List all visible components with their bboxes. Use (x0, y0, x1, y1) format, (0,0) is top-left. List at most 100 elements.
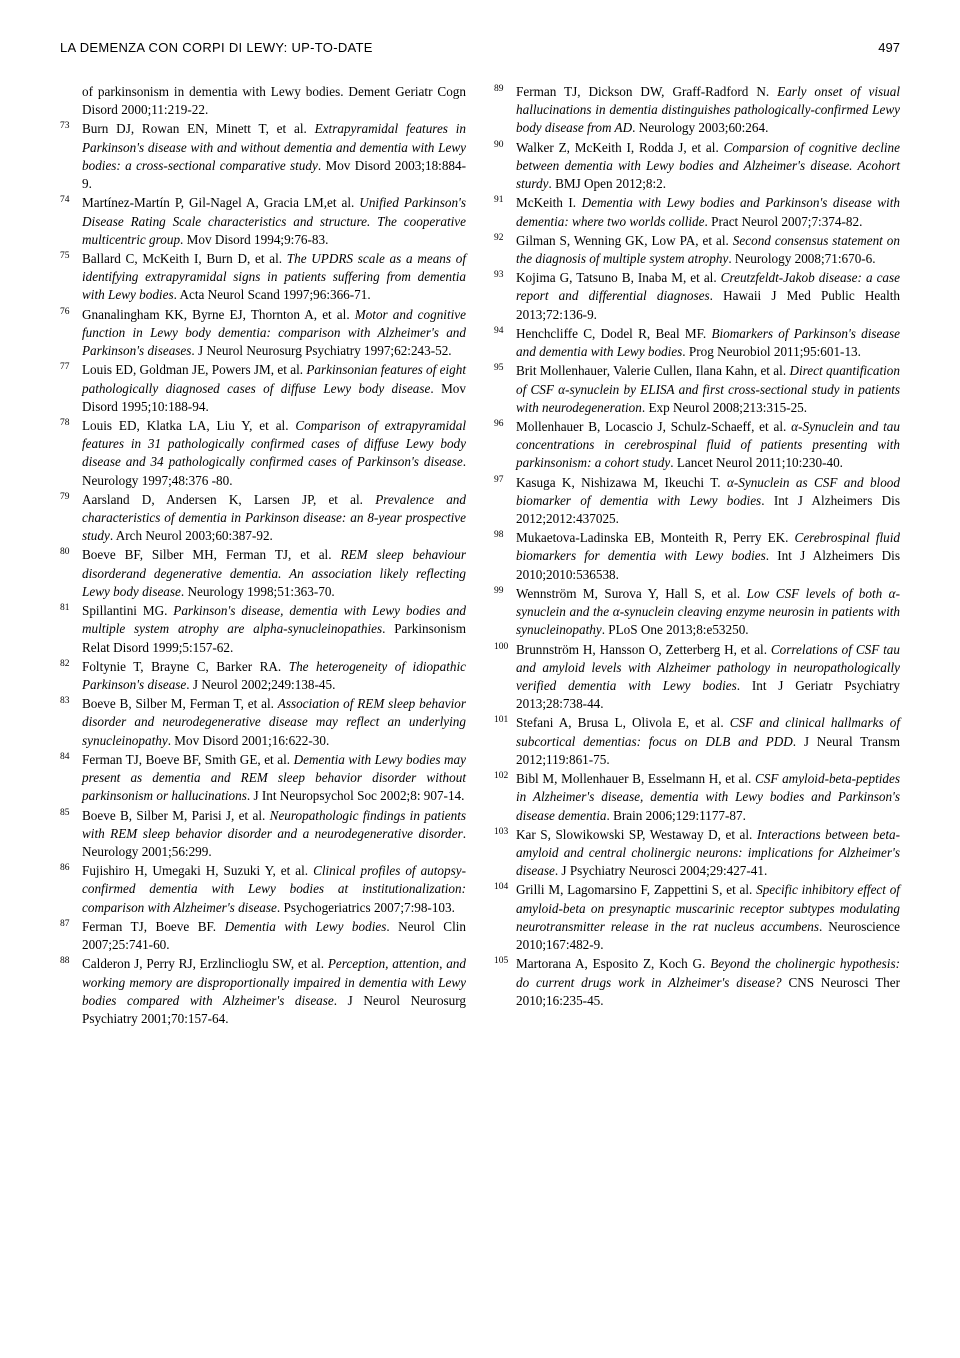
reference-number: 81 (60, 602, 70, 615)
reference-item: 77 Louis ED, Goldman JE, Powers JM, et al… (60, 361, 466, 416)
reference-item: 100 Brunnström H, Hansson O, Zetterberg H… (494, 641, 900, 714)
reference-text: Kasuga K, Nishizawa M, Ikeuchi T. α-Synu… (516, 475, 900, 526)
reference-item: 84 Ferman TJ, Boeve BF, Smith GE, et al. … (60, 751, 466, 806)
reference-text: Gilman S, Wenning GK, Low PA, et al. Sec… (516, 233, 900, 266)
reference-text: Ferman TJ, Boeve BF, Smith GE, et al. De… (82, 752, 466, 803)
reference-source: . Arch Neurol 2003;60:387-92. (110, 528, 273, 543)
reference-number: 93 (494, 269, 504, 282)
reference-text: Mollenhauer B, Locascio J, Schulz-Schaef… (516, 419, 900, 470)
reference-authors: Spillantini MG. (82, 603, 173, 618)
reference-text: Mukaetova-Ladinska EB, Monteith R, Perry… (516, 530, 900, 581)
reference-authors: Ferman TJ, Dickson DW, Graff-Radford N. (516, 84, 777, 99)
reference-text: Walker Z, McKeith I, Rodda J, et al. Com… (516, 140, 900, 191)
reference-number: 76 (60, 306, 70, 319)
reference-text: Louis ED, Goldman JE, Powers JM, et al. … (82, 362, 466, 413)
reference-number: 85 (60, 807, 70, 820)
reference-item: 75 Ballard C, McKeith I, Burn D, et al. T… (60, 250, 466, 305)
reference-authors: Boeve BF, Silber MH, Ferman TJ, et al. (82, 547, 340, 562)
reference-number: 79 (60, 491, 70, 504)
reference-authors: Brunnström H, Hansson O, Zetterberg H, e… (516, 642, 771, 657)
reference-text: Foltynie T, Brayne C, Barker RA. The het… (82, 659, 466, 692)
reference-item: 104 Grilli M, Lagomarsino F, Zappettini S… (494, 881, 900, 954)
reference-number: 78 (60, 417, 70, 430)
reference-item: 96 Mollenhauer B, Locascio J, Schulz-Scha… (494, 418, 900, 473)
reference-number: 95 (494, 362, 504, 375)
reference-authors: Walker Z, McKeith I, Rodda J, et al. (516, 140, 724, 155)
reference-text: Boeve B, Silber M, Parisi J, et al. Neur… (82, 808, 466, 859)
reference-source: . Brain 2006;129:1177-87. (606, 808, 745, 823)
reference-text: Louis ED, Klatka LA, Liu Y, et al. Compa… (82, 418, 466, 488)
reference-source: . J Neurol 2002;249:138-45. (186, 677, 335, 692)
reference-authors: Bibl M, Mollenhauer B, Esselmann H, et a… (516, 771, 755, 786)
reference-text: Burn DJ, Rowan EN, Minett T, et al. Extr… (82, 121, 466, 191)
reference-text: Calderon J, Perry RJ, Erzlinclioglu SW, … (82, 956, 466, 1026)
reference-item: 101 Stefani A, Brusa L, Olivola E, et al.… (494, 714, 900, 769)
reference-text: Stefani A, Brusa L, Olivola E, et al. CS… (516, 715, 900, 766)
reference-source: . BMJ Open 2012;8:2. (548, 176, 666, 191)
reference-number: 84 (60, 751, 70, 764)
reference-authors: Boeve B, Silber M, Ferman T, et al. (82, 696, 278, 711)
reference-text: Ballard C, McKeith I, Burn D, et al. The… (82, 251, 466, 302)
reference-authors: Ferman TJ, Boeve BF, Smith GE, et al. (82, 752, 294, 767)
reference-number: 88 (60, 955, 70, 968)
reference-text: Wennström M, Surova Y, Hall S, et al. Lo… (516, 586, 900, 637)
reference-number: 83 (60, 695, 70, 708)
left-column: of parkinsonism in dementia with Lewy bo… (60, 83, 466, 1029)
reference-text: Kar S, Slowikowski SP, Westaway D, et al… (516, 827, 900, 878)
reference-authors: Stefani A, Brusa L, Olivola E, et al. (516, 715, 730, 730)
reference-authors: Brit Mollenhauer, Valerie Cullen, Ilana … (516, 363, 789, 378)
reference-authors: Henchcliffe C, Dodel R, Beal MF. (516, 326, 711, 341)
reference-authors: Grilli M, Lagomarsino F, Zappettini S, e… (516, 882, 756, 897)
reference-number: 104 (494, 881, 508, 894)
reference-number: 74 (60, 194, 70, 207)
reference-number: 105 (494, 955, 508, 968)
reference-number: 96 (494, 418, 504, 431)
reference-text: Ferman TJ, Boeve BF. Dementia with Lewy … (82, 919, 466, 952)
reference-authors: McKeith I. (516, 195, 582, 210)
reference-item: 102Bibl M, Mollenhauer B, Esselmann H, e… (494, 770, 900, 825)
reference-source: . Mov Disord 1994;9:76-83. (180, 232, 328, 247)
reference-number: 75 (60, 250, 70, 263)
reference-text: Brit Mollenhauer, Valerie Cullen, Ilana … (516, 363, 900, 414)
reference-text: Henchcliffe C, Dodel R, Beal MF. Biomark… (516, 326, 900, 359)
reference-number: 97 (494, 474, 504, 487)
reference-text: Fujishiro H, Umegaki H, Suzuki Y, et al.… (82, 863, 466, 914)
reference-authors: Mollenhauer B, Locascio J, Schulz-Schaef… (516, 419, 791, 434)
reference-text: Bibl M, Mollenhauer B, Esselmann H, et a… (516, 771, 900, 822)
reference-number: 98 (494, 529, 504, 542)
reference-authors: Ballard C, McKeith I, Burn D, et al. (82, 251, 287, 266)
reference-source: . J Psychiatry Neurosci 2004;29:427-41. (555, 863, 767, 878)
reference-item: 89Ferman TJ, Dickson DW, Graff-Radford N… (494, 83, 900, 138)
reference-item: 74 Martínez-Martín P, Gil-Nagel A, Gracia… (60, 194, 466, 249)
reference-authors: Foltynie T, Brayne C, Barker RA. (82, 659, 289, 674)
reference-source: . J Neurol Neurosurg Psychiatry 1997;62:… (191, 343, 451, 358)
reference-item: 94 Henchcliffe C, Dodel R, Beal MF. Bioma… (494, 325, 900, 361)
reference-number: 94 (494, 325, 504, 338)
reference-item: 86Fujishiro H, Umegaki H, Suzuki Y, et a… (60, 862, 466, 917)
reference-item: 103Kar S, Slowikowski SP, Westaway D, et… (494, 826, 900, 881)
reference-item: 93Kojima G, Tatsuno B, Inaba M, et al. C… (494, 269, 900, 324)
continuation-text: of parkinsonism in dementia with Lewy bo… (60, 83, 466, 119)
reference-item: 76 Gnanalingham KK, Byrne EJ, Thornton A,… (60, 306, 466, 361)
reference-number: 77 (60, 361, 70, 374)
reference-item: 80Boeve BF, Silber MH, Ferman TJ, et al.… (60, 546, 466, 601)
reference-number: 90 (494, 139, 504, 152)
reference-number: 100 (494, 641, 508, 654)
reference-item: 79 Aarsland D, Andersen K, Larsen JP, et … (60, 491, 466, 546)
reference-item: 81Spillantini MG. Parkinson's disease, d… (60, 602, 466, 657)
reference-text: Gnanalingham KK, Byrne EJ, Thornton A, e… (82, 307, 466, 358)
reference-text: Aarsland D, Andersen K, Larsen JP, et al… (82, 492, 466, 543)
page-header: LA DEMENZA CON CORPI DI LEWY: UP-TO-DATE… (60, 40, 900, 55)
reference-authors: Aarsland D, Andersen K, Larsen JP, et al… (82, 492, 375, 507)
running-title: LA DEMENZA CON CORPI DI LEWY: UP-TO-DATE (60, 40, 373, 55)
reference-item: 105Martorana A, Esposito Z, Koch G. Beyo… (494, 955, 900, 1010)
reference-item: 99Wennström M, Surova Y, Hall S, et al. … (494, 585, 900, 640)
reference-item: 82Foltynie T, Brayne C, Barker RA. The h… (60, 658, 466, 694)
reference-authors: Fujishiro H, Umegaki H, Suzuki Y, et al. (82, 863, 313, 878)
reference-source: . Psychogeriatrics 2007;7:98-103. (277, 900, 455, 915)
columns: of parkinsonism in dementia with Lewy bo… (60, 83, 900, 1029)
reference-item: 98 Mukaetova-Ladinska EB, Monteith R, Per… (494, 529, 900, 584)
reference-source: . Mov Disord 2001;16:622-30. (168, 733, 330, 748)
reference-authors: Martínez-Martín P, Gil-Nagel A, Gracia L… (82, 195, 359, 210)
reference-number: 101 (494, 714, 508, 727)
